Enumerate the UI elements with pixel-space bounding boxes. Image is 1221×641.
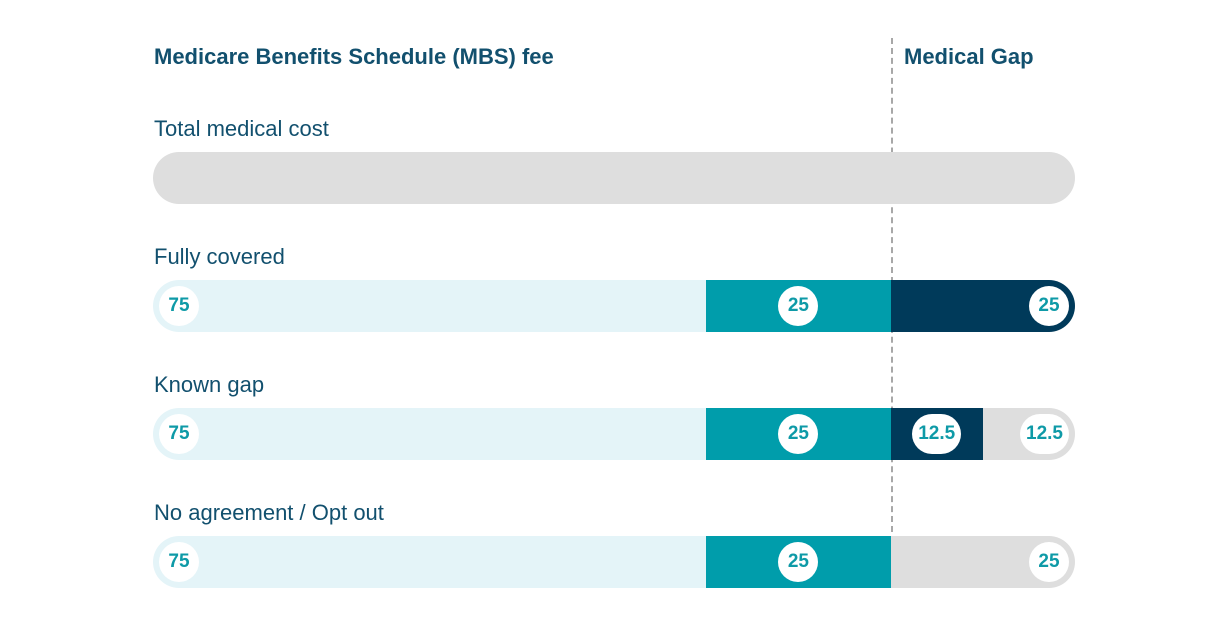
row-label-fully-covered: Fully covered [154,244,285,269]
value-label-fully-covered-2: 25 [1029,286,1069,326]
value-label-no-agreement-opt-out-2: 25 [1029,542,1069,582]
value-label-no-agreement-opt-out-1: 25 [778,542,819,582]
bar-total-medical-cost [153,152,1075,204]
bar-no-agreement-opt-out: 75 25 25 [153,536,1075,588]
row-label-no-agreement-opt-out: No agreement / Opt out [154,500,384,525]
value-label-known-gap-0: 75 [159,414,199,454]
value-label-no-agreement-opt-out-0: 75 [159,542,199,582]
row-label-known-gap: Known gap [154,372,265,397]
value-label-fully-covered-1: 25 [778,286,819,326]
value-label-known-gap-3: 12.5 [1020,414,1069,454]
bar-known-gap: 75 25 12.5 12.5 [153,408,1075,460]
segment-no-agreement-opt-out-0 [153,536,707,588]
value-label-known-gap-2: 12.5 [912,414,962,454]
segment-known-gap-0 [153,408,707,460]
medical-gap-heading: Medical Gap [904,44,1034,69]
segment-fully-covered-0 [153,280,707,332]
row-label-total-medical-cost: Total medical cost [154,116,329,141]
mbs-fee-heading: Medicare Benefits Schedule (MBS) fee [154,44,554,69]
bar-fully-covered: 75 25 25 [153,280,1075,332]
value-label-known-gap-1: 25 [778,414,819,454]
value-label-fully-covered-0: 75 [159,286,199,326]
